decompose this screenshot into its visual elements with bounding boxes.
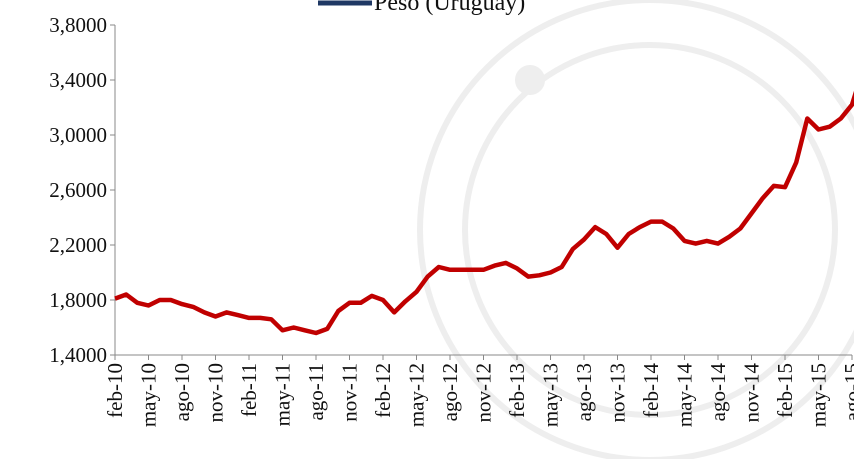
x-tick-label: nov-12 bbox=[472, 363, 496, 423]
x-tick-label: feb-14 bbox=[639, 363, 663, 418]
x-tick-label: ago-11 bbox=[304, 363, 328, 421]
x-tick-label: feb-13 bbox=[505, 363, 529, 418]
x-tick-label: may-11 bbox=[271, 363, 295, 426]
x-tick-label: ago-10 bbox=[170, 363, 194, 421]
legend-label: Peso (Uruguay) bbox=[374, 0, 525, 16]
x-tick-label: nov-10 bbox=[204, 363, 228, 423]
x-tick-label: ago-15 bbox=[840, 363, 854, 421]
y-tick-label: 3,4000 bbox=[49, 68, 107, 92]
x-tick-label: nov-13 bbox=[606, 363, 630, 423]
y-tick-label: 3,0000 bbox=[49, 123, 107, 147]
y-tick-label: 1,8000 bbox=[49, 288, 107, 312]
y-tick-label: 2,2000 bbox=[49, 233, 107, 257]
y-tick-label: 2,6000 bbox=[49, 178, 107, 202]
x-tick-label: may-14 bbox=[673, 363, 697, 428]
x-tick-label: feb-15 bbox=[773, 363, 797, 418]
x-tick-label: feb-10 bbox=[103, 363, 127, 418]
x-tick-label: ago-12 bbox=[438, 363, 462, 421]
x-tick-label: nov-11 bbox=[338, 363, 362, 422]
y-tick-label: 1,4000 bbox=[49, 343, 107, 367]
x-tick-label: nov-14 bbox=[740, 363, 764, 423]
x-tick-label: may-12 bbox=[405, 363, 429, 427]
x-tick-label: feb-11 bbox=[237, 363, 261, 417]
x-tick-label: may-10 bbox=[137, 363, 161, 427]
x-tick-label: may-13 bbox=[539, 363, 563, 427]
x-tick-label: ago-14 bbox=[706, 363, 730, 422]
watermark bbox=[417, 0, 854, 459]
line-series bbox=[114, 90, 854, 336]
x-tick-label: feb-12 bbox=[371, 363, 395, 418]
x-tick-label: ago-13 bbox=[572, 363, 596, 421]
x-tick-label: may-15 bbox=[807, 363, 831, 427]
y-tick-label: 3,8000 bbox=[49, 13, 107, 37]
